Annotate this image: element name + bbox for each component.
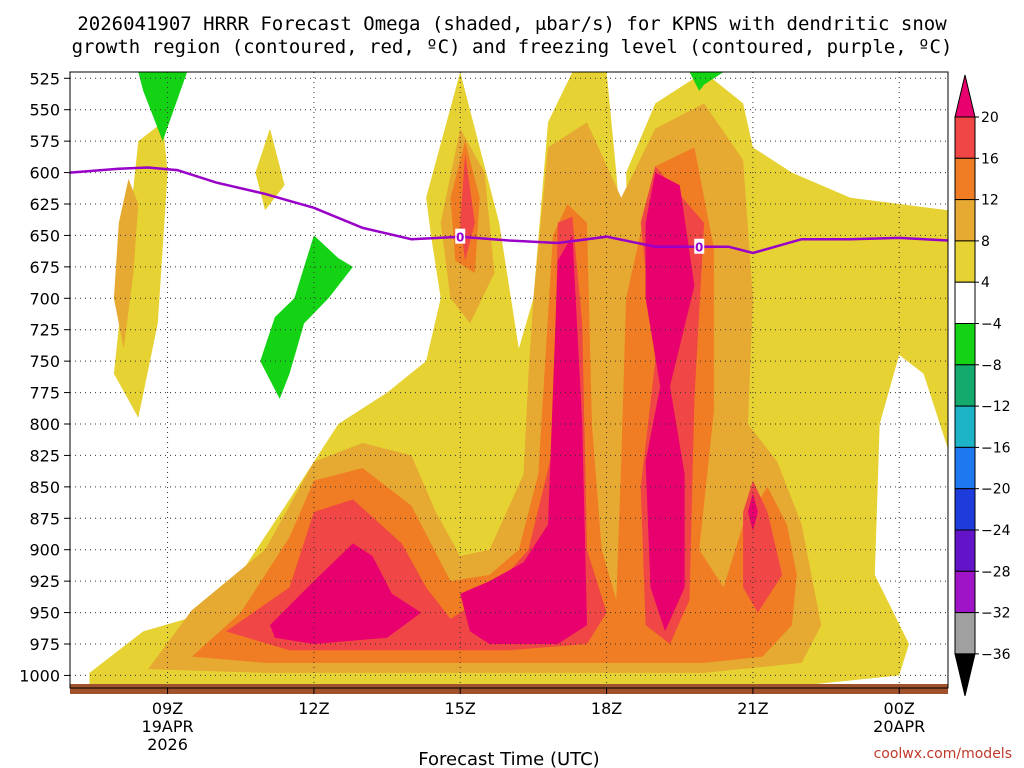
colorbar-label-1: 16 bbox=[981, 151, 999, 167]
x-tick-date-00Z: 20APR bbox=[873, 717, 925, 736]
colorbar-box-8 bbox=[954, 405, 976, 448]
freezing-level-label-1: 0 bbox=[695, 241, 703, 255]
colorbar-box-10 bbox=[954, 488, 976, 531]
x-tick-date-09Z: 19APR bbox=[142, 717, 194, 736]
x-tick-label-12Z: 12Z bbox=[298, 699, 329, 718]
omega-region--4-17 bbox=[260, 235, 353, 399]
y-tick-label-575: 575 bbox=[29, 132, 60, 151]
colorbar-label-4: 4 bbox=[981, 275, 990, 291]
y-tick-label-675: 675 bbox=[29, 258, 60, 277]
colorbar-label-10: −24 bbox=[981, 523, 1011, 539]
y-tick-label-825: 825 bbox=[29, 446, 60, 465]
y-tick-label-850: 850 bbox=[29, 478, 60, 497]
chart-title-line-1: 2026041907 HRRR Forecast Omega (shaded, … bbox=[77, 13, 947, 35]
y-tick-label-700: 700 bbox=[29, 289, 60, 308]
x-axis-label: Forecast Time (UTC) bbox=[418, 749, 599, 768]
colorbar-label-2: 12 bbox=[981, 193, 999, 209]
omega-region-4-1 bbox=[113, 122, 168, 418]
y-tick-label-725: 725 bbox=[29, 321, 60, 340]
omega-region-8-3 bbox=[113, 178, 139, 349]
y-tick-label-950: 950 bbox=[29, 604, 60, 623]
freezing-level-line bbox=[70, 166, 948, 255]
omega-region--4-18 bbox=[689, 72, 724, 91]
ground-strip bbox=[70, 684, 948, 694]
omega-region-16-8 bbox=[226, 216, 607, 651]
colorbar-box-4 bbox=[954, 240, 976, 283]
x-tick-label-09Z: 09Z bbox=[152, 699, 183, 718]
colorbar-label-8: −16 bbox=[981, 440, 1011, 456]
colorbar-label-9: −20 bbox=[981, 482, 1011, 498]
colorbar-label-11: −28 bbox=[981, 564, 1011, 580]
colorbar-top-arrow bbox=[954, 74, 976, 118]
colorbar-box-3 bbox=[954, 199, 976, 242]
y-tick-label-1000: 1000 bbox=[19, 666, 60, 685]
omega-region-20-13 bbox=[460, 235, 587, 644]
omega-region-20-12 bbox=[270, 543, 422, 644]
colorbar-bottom-arrow bbox=[954, 653, 976, 697]
colorbar-box-2 bbox=[954, 157, 976, 201]
x-tick-label-15Z: 15Z bbox=[445, 699, 476, 718]
freezing-level-contour: 00 bbox=[70, 166, 948, 255]
omega-region-4-2 bbox=[255, 128, 285, 211]
y-tick-label-550: 550 bbox=[29, 101, 60, 120]
colorbar-box-6 bbox=[954, 323, 976, 366]
x-tick-year-09Z: 2026 bbox=[147, 735, 188, 754]
colorbar-label-7: −12 bbox=[981, 399, 1011, 415]
y-axis-ticks: 525 550 575 600 625 650 675 700 725 750 775 800 825 8… bbox=[19, 69, 70, 685]
colorbar-label-5: −4 bbox=[981, 317, 1002, 333]
colorbar-box-1 bbox=[954, 116, 976, 159]
y-tick-label-750: 750 bbox=[29, 352, 60, 371]
y-tick-label-800: 800 bbox=[29, 415, 60, 434]
y-tick-label-875: 875 bbox=[29, 509, 60, 528]
x-tick-label-00Z: 00Z bbox=[884, 699, 915, 718]
freezing-level-label-bg-0 bbox=[455, 228, 466, 244]
omega-region--4-16 bbox=[138, 72, 188, 142]
chart-title-line-2: growth region (contoured, red, ºC) and f… bbox=[72, 36, 953, 58]
y-tick-label-775: 775 bbox=[29, 384, 60, 403]
y-tick-label-625: 625 bbox=[29, 195, 60, 214]
colorbar-label-12: −32 bbox=[981, 606, 1011, 622]
omega-region-20-14 bbox=[645, 172, 695, 632]
colorbar-box-13 bbox=[954, 612, 976, 655]
credit-text: coolwx.com/models bbox=[874, 746, 1012, 762]
y-tick-label-925: 925 bbox=[29, 572, 60, 591]
plot-frame bbox=[69, 71, 949, 689]
colorbar-box-9 bbox=[954, 446, 976, 490]
colorbar-box-7 bbox=[954, 364, 976, 407]
colorbar-box-11 bbox=[954, 529, 976, 572]
y-tick-label-600: 600 bbox=[29, 164, 60, 183]
y-tick-label-525: 525 bbox=[29, 69, 60, 88]
x-tick-label-21Z: 21Z bbox=[737, 699, 768, 718]
colorbar-label-0: 20 bbox=[981, 110, 999, 126]
freezing-level-label-bg-1 bbox=[694, 238, 705, 254]
colorbar-label-13: −36 bbox=[981, 647, 1011, 663]
colorbar-box-5 bbox=[954, 281, 976, 325]
freezing-level-label-0: 0 bbox=[456, 231, 464, 245]
y-tick-label-900: 900 bbox=[29, 541, 60, 560]
x-tick-label-18Z: 18Z bbox=[591, 699, 622, 718]
y-tick-label-650: 650 bbox=[29, 226, 60, 245]
colorbar-label-6: −8 bbox=[981, 358, 1002, 374]
colorbar: 20 16 12 8 4 −4 −8 −12 −16 −20 −24 −28 −32 −36 bbox=[954, 74, 1011, 697]
colorbar-label-3: 8 bbox=[981, 234, 990, 250]
y-tick-label-975: 975 bbox=[29, 635, 60, 654]
colorbar-box-12 bbox=[954, 570, 976, 614]
